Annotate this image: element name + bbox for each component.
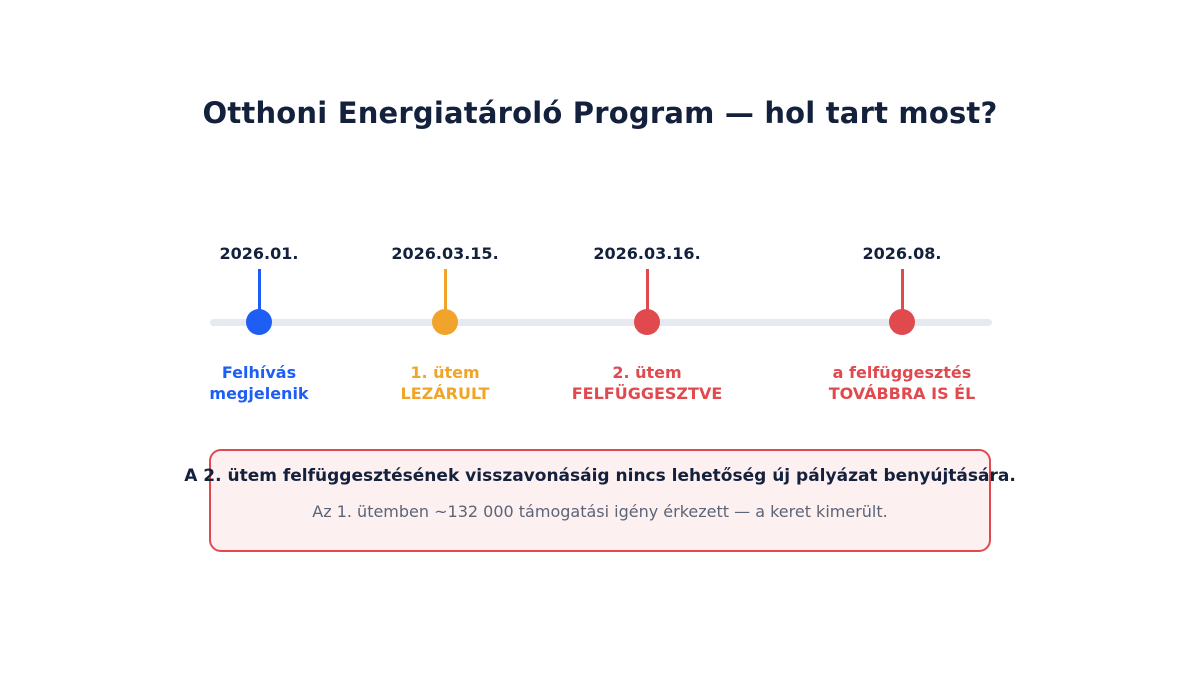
milestone-dot [246,309,272,335]
milestone-label: 2. ütem FELFÜGGESZTVE [517,362,777,404]
notice-sub-text: Az 1. ütemben ~132 000 támogatási igény … [312,502,888,521]
milestone-label-line1: Felhívás [221,363,297,382]
page-title: Otthoni Energiatároló Program — hol tart… [202,96,998,130]
milestone-label-line1: 1. ütem [410,363,480,382]
milestone-date: 2026.03.15. [391,244,499,263]
milestone-label-line1: a felfüggesztés [832,363,972,382]
milestone-dot [634,309,660,335]
milestone-label-line2: TOVÁBBRA IS ÉL [828,384,976,403]
milestone-label-line1: 2. ütem [612,363,682,382]
milestone-dot [889,309,915,335]
milestone-date: 2026.03.16. [593,244,701,263]
milestone-label: 1. ütem LEZÁRULT [315,362,575,404]
timeline-track [210,319,992,326]
milestone-label-line2: LEZÁRULT [400,384,490,403]
milestone-stem [443,269,447,313]
milestone-label: a felfüggesztés TOVÁBBRA IS ÉL [772,362,1032,404]
milestone-label-line2: FELFÜGGESZTVE [571,384,723,403]
milestone-stem [257,269,261,313]
milestone-date: 2026.08. [862,244,942,263]
milestone-label-line2: megjelenik [209,384,309,403]
milestone-stem [900,269,904,313]
milestone-stem [645,269,649,313]
notice-box [209,449,991,552]
milestone-label: Felhívás megjelenik [129,362,389,404]
milestone-date: 2026.01. [219,244,299,263]
milestone-dot [432,309,458,335]
notice-main-text: A 2. ütem felfüggesztésének visszavonásá… [184,466,1016,486]
